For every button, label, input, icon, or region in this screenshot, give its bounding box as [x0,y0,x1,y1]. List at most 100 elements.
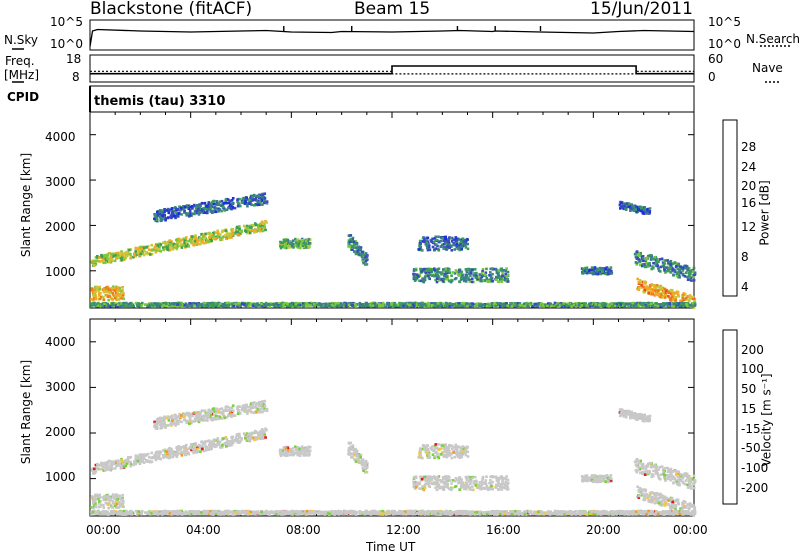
velocity-cell [142,454,146,458]
velocity-cell [191,412,194,416]
power-cell [134,301,138,305]
power-cell [197,209,201,212]
velocity-cell [219,446,222,449]
velocity-cell [240,438,243,441]
power-cell [162,246,165,249]
velocity-cell [164,453,168,457]
velocity-cell [193,447,196,451]
velocity-cell [106,503,110,506]
power-cell [665,270,668,273]
power-cell [636,261,639,265]
power-cell [654,264,658,268]
power-cell [460,240,463,243]
power-cell [106,285,110,289]
velocity-cell [156,418,159,421]
power-cell [190,240,193,244]
power-cell [199,208,203,211]
power-cell [196,304,200,308]
power-cell [669,298,672,302]
power-cell [162,303,166,307]
power-cell [176,240,179,244]
power-cell [455,243,458,246]
power-cell [434,235,438,239]
power-cell [477,276,481,279]
power-cell [627,305,630,308]
power-cell [278,302,281,305]
velocity-cell [190,442,194,446]
power-cell [256,302,259,305]
velocity-cell [143,457,146,460]
power-cell [429,273,432,277]
power-cell [161,305,164,308]
power-cell [513,305,517,308]
velocity-cell [94,501,97,505]
velocity-cell [203,418,207,422]
power-cell [200,233,203,236]
power-cell [668,296,672,300]
velocity-cell [90,506,93,509]
velocity-cell [257,433,260,437]
power-cell [408,301,411,305]
power-cell [214,231,218,235]
vel-ytick-3000: 3000 [45,380,76,394]
power-cell [90,287,94,290]
velocity-cell [199,415,203,419]
power-cell [688,275,692,279]
power-cell [628,205,632,208]
velocity-cell [185,448,188,452]
power-cell [93,290,96,294]
power-cell [650,257,653,261]
power-cell [677,264,681,268]
velocity-cell [264,436,267,439]
power-cell [643,288,647,292]
velocity-cell [178,412,181,416]
power-cell [195,209,199,213]
velocity-cell [178,452,182,455]
power-cell [94,295,98,299]
power-cell [468,272,471,275]
power-cell [434,278,437,282]
power-cell [125,304,129,308]
power-cell [597,268,601,271]
power-cell [145,246,148,249]
power-cell [619,207,622,210]
power-cell [448,279,451,283]
power-cell [252,194,256,197]
power-cell [651,257,655,261]
power-cell [592,272,595,276]
power-cell [166,216,170,219]
power-cell [611,302,615,305]
velocity-cell [210,447,213,450]
power-cell [423,276,427,279]
velocity-cell [90,495,94,498]
power-cell [483,279,487,283]
power-cell [485,277,489,280]
velocity-cell [188,446,192,449]
power-cell [173,214,177,218]
velocity-cell [207,408,211,412]
power-cell [680,305,684,308]
velocity-cell [264,427,267,430]
velocity-cell [254,404,258,407]
power-cb-tick: 8 [741,250,749,264]
power-cell [437,235,440,239]
power-cell [149,253,152,256]
velocity-cell [208,443,212,447]
power-cell [232,304,235,308]
power-cell [662,305,665,308]
power-cell [514,302,517,305]
power-cell [147,304,151,308]
power-cell [635,206,639,210]
power-cell [347,239,351,242]
power-cell [210,202,213,205]
power-cell [223,207,226,211]
power-cell [537,302,540,306]
power-cell [150,243,153,247]
power-cell [495,301,499,305]
power-cell [228,204,232,207]
power-cell [182,237,186,241]
velocity-cell [258,434,261,438]
power-cell [111,292,114,295]
nsky-label: N.Sky [4,33,39,47]
power-cell [427,242,430,245]
